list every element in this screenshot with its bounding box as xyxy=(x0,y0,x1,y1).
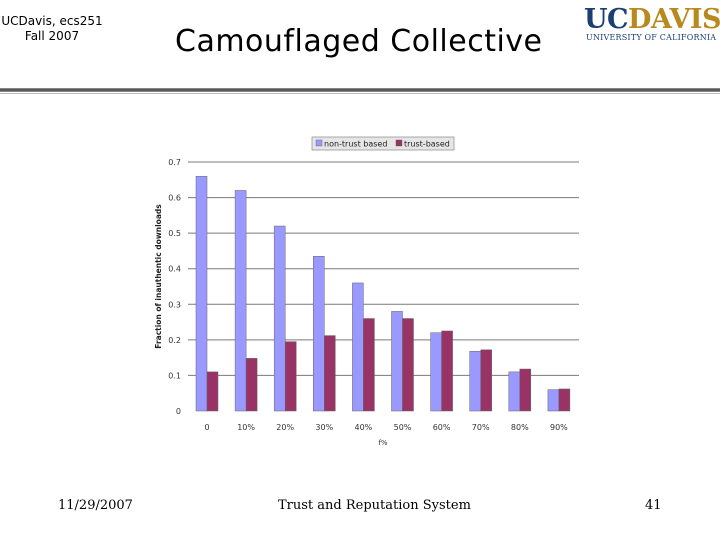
course-term: Fall 2007 xyxy=(24,29,80,43)
legend-swatch xyxy=(395,139,403,147)
bar-trust xyxy=(402,318,414,412)
bar-trust xyxy=(245,358,258,412)
bar-non-trust xyxy=(195,175,208,412)
footer-date: 11/29/2007 xyxy=(58,498,133,513)
logo-subtitle: UNIVERSITY OF CALIFORNIA xyxy=(586,33,717,42)
x-axis-label: f% xyxy=(378,439,387,447)
slide-title: Camouflaged Collective xyxy=(175,24,543,59)
y-tick-label: 0.3 xyxy=(168,300,181,309)
bar-trust xyxy=(363,318,375,412)
bar-trust xyxy=(480,349,492,412)
logo-wordmark: UCDAVIS xyxy=(584,4,720,35)
legend-swatch xyxy=(315,139,323,147)
legend-label: non-trust based xyxy=(324,140,387,149)
x-tick-label: 0 xyxy=(204,423,209,432)
x-tick-label: 20% xyxy=(276,423,294,432)
y-tick-label: 0.5 xyxy=(168,229,181,238)
bar-non-trust xyxy=(391,311,403,412)
bar-non-trust xyxy=(273,225,286,412)
page-number: 41 xyxy=(645,498,662,513)
x-tick-label: 10% xyxy=(237,423,255,432)
x-tick-label: 50% xyxy=(394,423,412,432)
bar-non-trust xyxy=(234,190,247,412)
x-tick-label: 40% xyxy=(355,423,373,432)
x-tick-label: 60% xyxy=(433,423,451,432)
y-tick-label: 0.1 xyxy=(168,371,181,380)
legend-label: trust-based xyxy=(404,140,450,149)
x-tick-label: 30% xyxy=(315,423,333,432)
y-axis-label: Fraction of inauthentic downloads xyxy=(154,204,163,349)
bar-trust xyxy=(206,371,219,412)
course-label: UCDavis, ecs251 Fall 2007 xyxy=(0,14,104,44)
y-tick-label: 0.4 xyxy=(168,265,181,274)
y-tick-label: 0 xyxy=(176,407,181,416)
ucdavis-logo: UCDAVIS UNIVERSITY OF CALIFORNIA xyxy=(582,4,720,44)
x-tick-label: 80% xyxy=(511,423,529,432)
course-name: UCDavis, ecs251 xyxy=(1,14,103,28)
header-divider xyxy=(0,88,720,92)
bar-trust xyxy=(558,388,571,412)
bar-trust xyxy=(441,330,453,412)
legend-box xyxy=(311,136,455,151)
bar-non-trust xyxy=(352,282,364,412)
bar-trust xyxy=(519,368,532,412)
x-tick-label: 70% xyxy=(472,423,490,432)
bar-non-trust xyxy=(313,256,325,412)
logo-davis: DAVIS xyxy=(628,4,720,35)
logo-uc: UC xyxy=(584,4,629,35)
bar-non-trust xyxy=(469,350,481,412)
bar-non-trust xyxy=(508,371,521,412)
bar-trust xyxy=(324,335,336,412)
y-tick-label: 0.7 xyxy=(168,158,181,167)
footer-topic: Trust and Reputation System xyxy=(278,498,471,513)
y-tick-label: 0.6 xyxy=(168,194,181,203)
y-tick-label: 0.2 xyxy=(168,336,181,345)
x-tick-label: 90% xyxy=(550,423,568,432)
bar-non-trust xyxy=(547,389,560,412)
bar-non-trust xyxy=(430,332,442,412)
header-divider-shadow xyxy=(0,93,720,94)
bar-trust xyxy=(284,341,297,412)
